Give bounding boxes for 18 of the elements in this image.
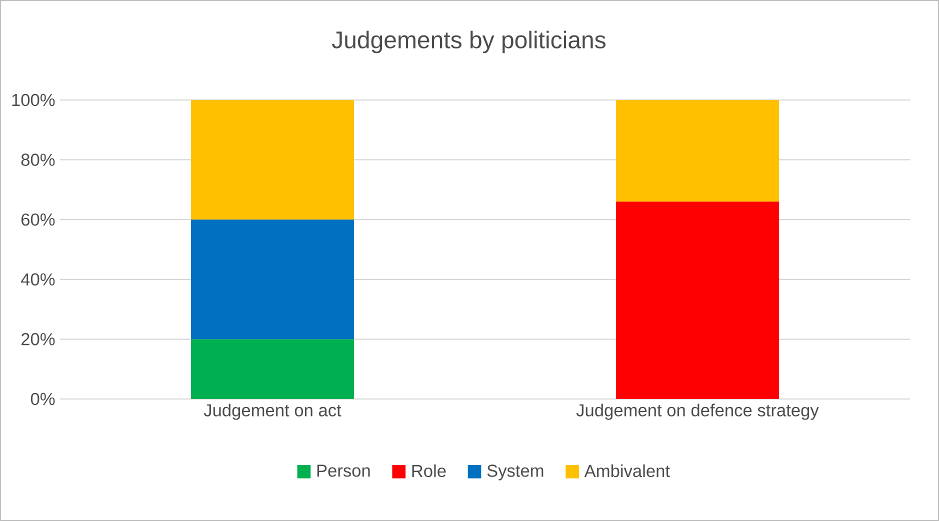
y-tick-label: 100% bbox=[12, 94, 55, 106]
bar bbox=[191, 220, 354, 340]
legend-label: System bbox=[487, 464, 544, 480]
x-tick-label: Judgement on defence strategy bbox=[576, 404, 819, 420]
y-tick-label: 80% bbox=[21, 154, 55, 166]
y-tick-label: 20% bbox=[21, 333, 55, 346]
x-tick-label: Judgement on act bbox=[204, 404, 342, 420]
bar bbox=[616, 100, 779, 202]
legend-label: Ambivalent bbox=[584, 464, 670, 478]
chart-title: Judgements by politicians bbox=[332, 30, 606, 54]
legend-label: Role bbox=[412, 464, 446, 478]
bar bbox=[191, 100, 354, 220]
legend-label: Person bbox=[317, 464, 370, 477]
y-tick-label: 40% bbox=[21, 273, 55, 286]
bar bbox=[191, 339, 354, 399]
bar bbox=[616, 202, 779, 399]
y-tick-label: 60% bbox=[21, 213, 55, 226]
y-tick-label: 0% bbox=[30, 392, 55, 406]
